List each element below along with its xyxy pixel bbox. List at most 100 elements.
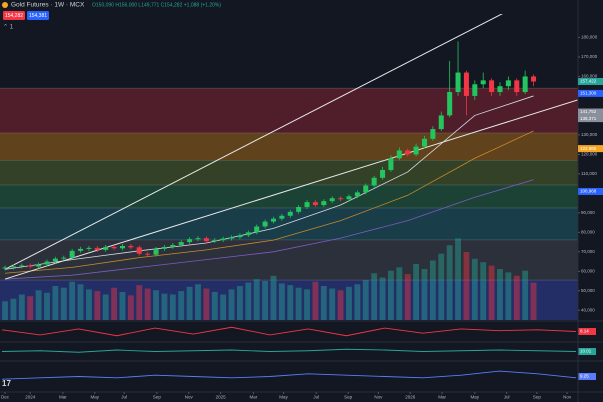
- x-tick-label: Jul: [504, 395, 510, 400]
- indicator-tag: [578, 348, 596, 355]
- indicator-line: [1, 370, 577, 380]
- candle-body: [455, 72, 461, 93]
- collapse-toggle[interactable]: ⌃ 1: [3, 24, 14, 31]
- candle-body: [413, 146, 419, 155]
- candle-body: [312, 202, 318, 206]
- volume-bar: [312, 281, 319, 320]
- candle-body: [489, 80, 495, 93]
- candle-body: [69, 250, 75, 258]
- price-tag: [578, 187, 603, 195]
- y-tick-label: 180,000: [581, 35, 598, 40]
- volume-bar: [455, 238, 461, 320]
- volume-bar: [169, 294, 176, 320]
- candle-body: [329, 198, 335, 202]
- x-tick-label: May: [279, 395, 288, 400]
- candle-body: [270, 218, 276, 222]
- price-tag-label: 138,371: [580, 116, 597, 121]
- candle-body: [119, 245, 125, 249]
- fib-zone: [0, 160, 578, 185]
- volume-bar: [471, 258, 478, 320]
- x-tick-label: Jul: [121, 395, 127, 400]
- zones: [0, 87, 578, 320]
- chart-title: Gold Futures · 1W · MCX: [11, 2, 85, 9]
- volume-bar: [35, 290, 42, 320]
- volume-bar: [497, 269, 503, 320]
- candle-body: [170, 244, 176, 247]
- price-tag-label: 100,968: [580, 189, 597, 194]
- volume-bar: [211, 291, 218, 320]
- volume-bar: [530, 282, 537, 320]
- volume-bar: [69, 281, 76, 320]
- volume-bar: [220, 294, 227, 320]
- candle-body: [279, 215, 285, 219]
- candle-body: [27, 265, 33, 267]
- candle-body: [103, 246, 109, 250]
- candle-body: [254, 226, 260, 233]
- volume-bar: [362, 280, 369, 320]
- candle-body: [145, 253, 151, 255]
- volume-bar: [228, 289, 235, 320]
- x-tick-label: Dec: [1, 395, 10, 400]
- price-tag: [578, 115, 603, 123]
- volume-bar: [119, 291, 126, 320]
- volume-bar: [178, 291, 185, 320]
- volume-bar: [262, 280, 269, 320]
- volume-bar: [153, 290, 159, 320]
- y-tick-label: 160,000: [581, 74, 598, 79]
- candle-body: [203, 238, 209, 242]
- candle-body: [245, 232, 251, 236]
- candle-body: [262, 221, 268, 227]
- candle-body: [346, 196, 352, 200]
- volume-bar: [513, 275, 520, 320]
- trend-line: [4, 14, 503, 270]
- volume-bar: [270, 275, 277, 320]
- volume-bar: [429, 260, 436, 320]
- candle-body: [354, 192, 360, 197]
- candle-body: [10, 266, 16, 268]
- indicator-tag-label: 8.14: [580, 329, 589, 334]
- volume-bar: [161, 293, 168, 320]
- candle-body: [505, 80, 511, 87]
- volume-bar: [522, 270, 529, 320]
- price-tag-label: 157,422: [580, 79, 597, 84]
- candle-body: [61, 257, 67, 259]
- volume-bar: [371, 273, 378, 320]
- candle-body: [421, 138, 427, 147]
- volume-bar: [379, 277, 386, 320]
- x-tick-label: May: [471, 395, 480, 400]
- candle-body: [371, 177, 377, 186]
- candle-body: [195, 238, 201, 240]
- x-tick-label: 2024: [25, 395, 36, 400]
- x-tick-label: Sep: [533, 395, 542, 400]
- volume-bar: [94, 291, 101, 320]
- volume-bar: [438, 253, 445, 320]
- x-tick-label: Nov: [563, 395, 572, 400]
- candle-body: [78, 248, 84, 251]
- y-tick-label: 50,000: [581, 288, 595, 293]
- candle-body: [161, 246, 167, 249]
- indicator-tag: [578, 373, 596, 380]
- candle-body: [463, 72, 469, 96]
- volume-bar: [144, 288, 151, 320]
- candle-body: [187, 239, 193, 243]
- candle-body: [514, 80, 520, 93]
- y-tick-label: 170,000: [581, 54, 598, 59]
- volume-bar: [329, 288, 336, 320]
- volume-bar: [446, 245, 453, 320]
- candle-body: [220, 238, 226, 241]
- volume-bar: [102, 294, 109, 320]
- ohlc-legend: O150,090 H156,000 L149,771 C154,282 +1,0…: [92, 2, 221, 8]
- symbol-icon: [2, 2, 8, 8]
- volume-bar: [44, 292, 50, 320]
- price-tag-label: 151,300: [580, 91, 597, 96]
- y-tick-label: 60,000: [581, 268, 595, 273]
- indicator-line: [1, 348, 577, 353]
- volume-bar: [421, 269, 428, 320]
- volume-bar: [127, 295, 134, 320]
- candle-body: [338, 198, 344, 200]
- candle-body: [44, 261, 50, 265]
- axes: 180,000 170,000 160,000 130,000 120,000 110,0…: [1, 35, 603, 400]
- volume-bar: [404, 274, 411, 320]
- volume-bar: [136, 285, 143, 320]
